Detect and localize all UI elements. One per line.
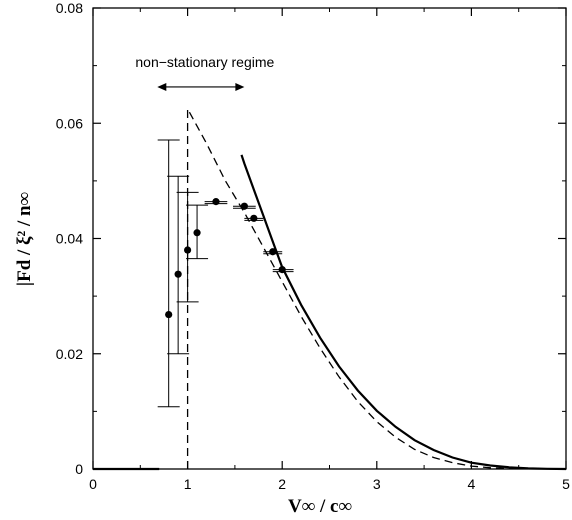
curves [93, 108, 567, 471]
data-point [193, 229, 201, 237]
dashed-curve [186, 108, 567, 470]
data-point [212, 198, 220, 206]
annotation: non−stationary regime [135, 54, 275, 91]
y-tick-label: 0 [75, 461, 83, 477]
x-tick-labels: 0 1 2 3 4 5 [89, 476, 570, 492]
data-point [165, 310, 173, 319]
data-point [250, 214, 258, 222]
plot-frame [92, 7, 567, 470]
data-point [174, 270, 182, 278]
annotation-arrowhead-left [157, 82, 167, 91]
annotation-arrowhead-right [235, 82, 245, 91]
tick-marks [92, 7, 567, 470]
y-tick-label: 0.06 [56, 115, 83, 131]
data-point [184, 246, 192, 254]
y-axis-label: |Fd / ξ² / n∞ [14, 192, 35, 286]
x-tick-label: 5 [562, 476, 570, 492]
x-axis-label: V∞ / c∞ [288, 496, 352, 517]
x-tick-label: 2 [278, 476, 286, 492]
y-tick-label: 0.04 [56, 231, 83, 247]
y-tick-labels: 0 0.02 0.04 0.06 0.08 [56, 0, 83, 477]
data-point [269, 248, 277, 256]
data-point [240, 202, 248, 210]
x-tick-label: 3 [373, 476, 381, 492]
y-tick-label: 0.08 [56, 0, 83, 16]
solid-curve [93, 154, 567, 471]
x-tick-label: 1 [184, 476, 192, 492]
x-tick-label: 0 [89, 476, 97, 492]
x-tick-label: 4 [468, 476, 476, 492]
data-point [278, 266, 286, 274]
data-markers [165, 198, 286, 319]
y-tick-label: 0.02 [56, 346, 83, 362]
annotation-text: non−stationary regime [135, 54, 274, 70]
